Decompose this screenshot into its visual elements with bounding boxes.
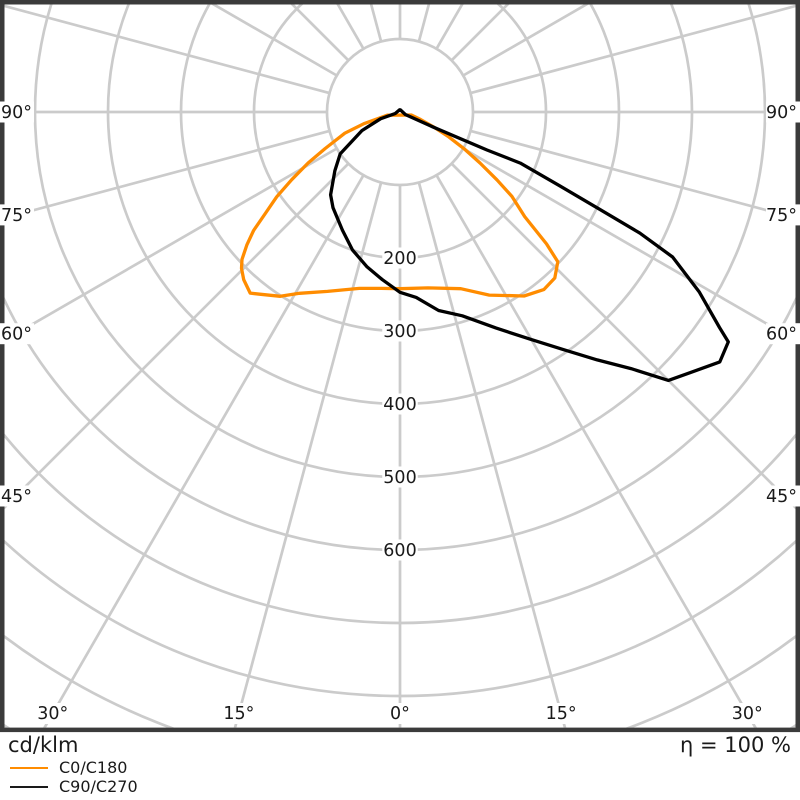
gamma-label-right: 90° — [766, 103, 797, 123]
label-bbox — [382, 539, 418, 561]
gamma-label-bottom: 15° — [546, 704, 577, 724]
gamma-label-right: 45° — [766, 487, 797, 507]
legend-item-c90-c270: C90/C270 — [10, 777, 138, 796]
gamma-label-left: 75° — [1, 206, 32, 226]
label-bbox — [382, 466, 418, 488]
gamma-label-bottom: 30° — [37, 704, 68, 724]
grid-ray — [4, 162, 350, 510]
gamma-label-right: 75° — [766, 206, 797, 226]
gamma-label-bottom: 15° — [223, 704, 254, 724]
grid-ray — [470, 129, 796, 220]
gamma-label-bottom: 0° — [390, 704, 410, 724]
label-bbox — [0, 485, 34, 507]
label-bbox — [0, 323, 34, 345]
label-bbox — [0, 204, 34, 226]
label-bbox — [766, 323, 800, 345]
ring-value-label: 600 — [383, 541, 416, 561]
label-bbox — [729, 703, 766, 724]
grid-ray — [462, 147, 796, 342]
legend-label-c90-c270: C90/C270 — [59, 777, 138, 796]
plot-border — [0, 0, 800, 733]
gamma-label-left: 45° — [1, 487, 32, 507]
label-bbox — [766, 204, 800, 226]
label-bbox — [0, 101, 34, 123]
axis-labels: 90° 75° 60° 45° 90° 75° 60° 45° 30° 15° 0° 15° 30° 20… — [0, 101, 800, 724]
legend-swatch-c0-c180-icon — [10, 766, 48, 769]
ring-value-label: 500 — [383, 468, 416, 488]
label-bbox — [382, 393, 418, 415]
grid-ray — [43, 174, 365, 728]
grid-ray — [233, 182, 383, 728]
ring-value-label: 200 — [383, 249, 416, 269]
label-bbox — [34, 703, 71, 724]
legend-label-c0-c180: C0/C180 — [59, 758, 128, 777]
grid-ray — [470, 4, 796, 95]
label-bbox — [382, 320, 418, 342]
legend-swatch-c90-c270-icon — [10, 785, 48, 788]
grid-ray — [4, 4, 330, 95]
label-bbox — [382, 247, 418, 269]
efficiency-label: η = 100 % — [680, 733, 791, 757]
label-bbox — [766, 485, 800, 507]
label-bbox — [766, 101, 800, 123]
ring-value-label: 400 — [383, 395, 416, 415]
grid-ray — [4, 147, 338, 342]
label-bbox — [543, 703, 579, 724]
label-bbox — [387, 703, 413, 724]
gamma-label-bottom: 30° — [732, 704, 763, 724]
legend-item-c0-c180: C0/C180 — [10, 758, 138, 777]
unit-label: cd/klm — [8, 733, 79, 757]
gamma-label-left: 90° — [1, 103, 32, 123]
legend: C0/C180 C90/C270 — [10, 758, 138, 796]
ring-value-label: 300 — [383, 322, 416, 342]
gamma-label-left: 60° — [1, 325, 32, 345]
gamma-label-right: 60° — [766, 325, 797, 345]
label-bbox — [221, 703, 257, 724]
curve-c0-c180 — [239, 113, 560, 298]
intensity-curves — [239, 108, 730, 383]
grid-ray — [417, 182, 567, 728]
grid-ray — [450, 162, 796, 510]
curve-c90-c270 — [328, 108, 730, 383]
grid-ray — [4, 129, 330, 220]
